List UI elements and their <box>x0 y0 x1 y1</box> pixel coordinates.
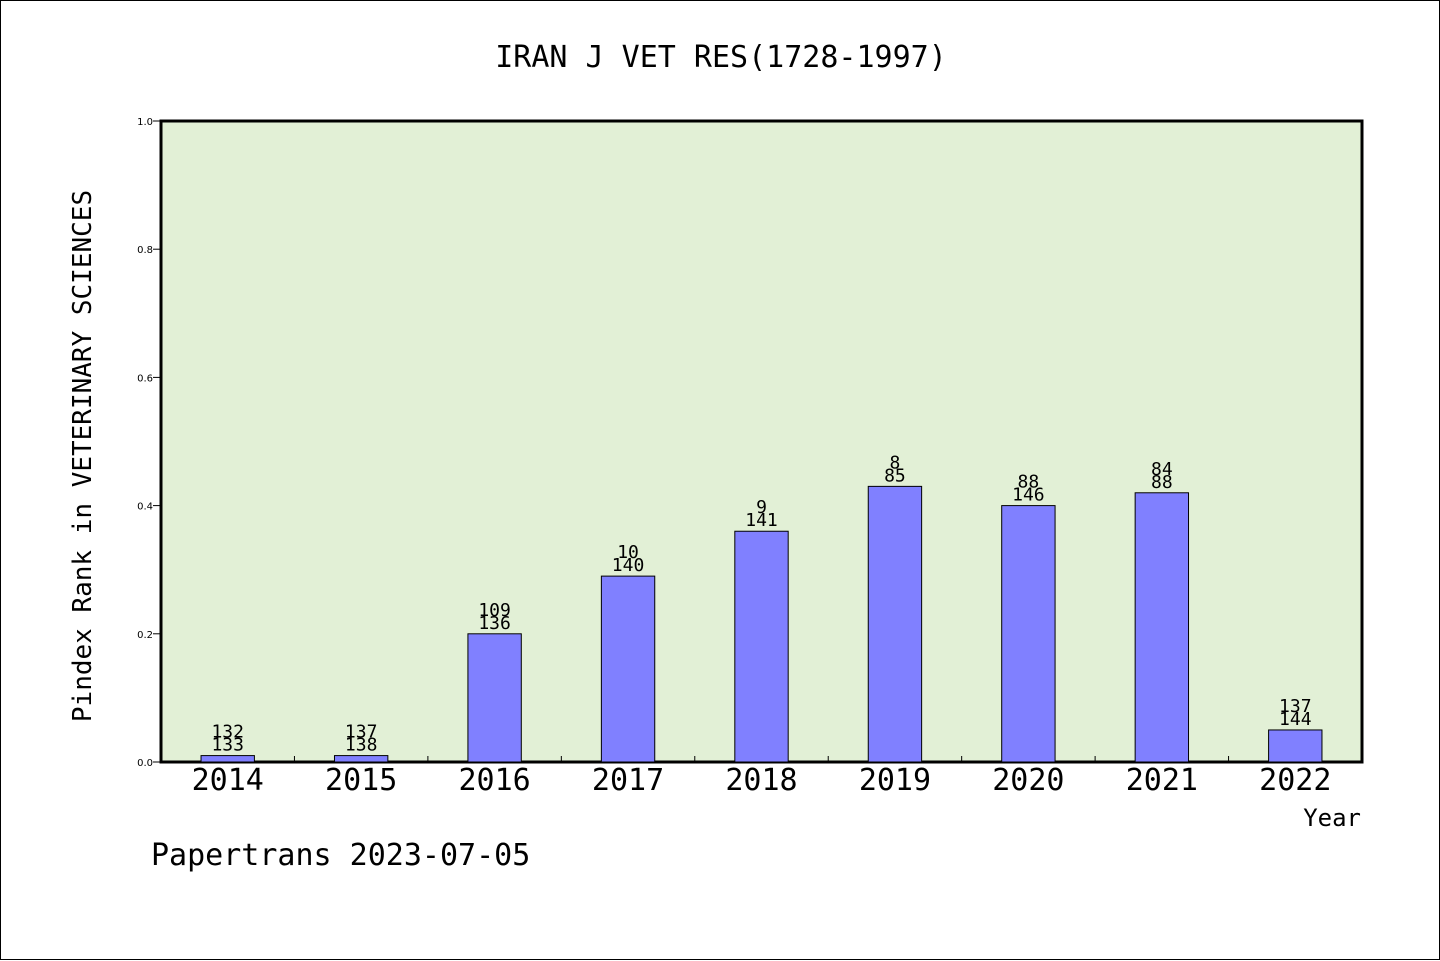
bar-label-bottom: 136 <box>478 613 511 634</box>
x-axis-label: Year <box>1303 804 1361 832</box>
y-tick-label: 0.2 <box>137 630 153 641</box>
chart-title: IRAN J VET RES(1728-1997) <box>495 40 947 75</box>
bar-2022 <box>1268 729 1323 763</box>
y-tick-label: 1.0 <box>137 117 153 128</box>
y-tick-label: 0.0 <box>137 758 153 769</box>
x-tick-label: 2016 <box>458 763 530 798</box>
x-axis: 2014 2015 2016 2017 2018 2019 2020 2021 2022 <box>192 756 1331 798</box>
bar-label-bottom: 88 <box>1151 472 1173 493</box>
bar-label-top: 132 <box>211 722 244 743</box>
x-tick-label: 2017 <box>592 763 664 798</box>
bar-label-bottom: 138 <box>345 735 378 756</box>
bar-label-bottom: 146 <box>1012 485 1045 506</box>
bar-label-top: 9 <box>756 497 767 518</box>
x-tick-label: 2020 <box>992 763 1064 798</box>
bar-label-bottom: 85 <box>884 465 906 486</box>
bar-2015 <box>333 755 389 763</box>
y-axis-label: Pindex Rank in VETERINARY SCIENCES <box>68 190 98 722</box>
y-tick-label: 0.6 <box>137 373 153 384</box>
bar-label-top: 137 <box>345 722 378 743</box>
x-tick-label: 2018 <box>725 763 797 798</box>
x-tick-label: 2022 <box>1259 763 1331 798</box>
y-axis: 0.0 0.2 0.4 0.6 0.8 1.0 <box>137 117 161 769</box>
bar-label-top: 109 <box>478 600 511 621</box>
bar-2017 <box>600 575 656 763</box>
bar-label-top: 137 <box>1279 696 1312 717</box>
y-tick-label: 0.8 <box>137 245 153 256</box>
bar-2018 <box>734 530 789 763</box>
bar-label-top: 84 <box>1151 459 1173 480</box>
bar-2020 <box>1001 505 1056 763</box>
bar-2019 <box>867 485 923 763</box>
bar-label-bottom: 133 <box>211 735 244 756</box>
y-tick-label: 0.4 <box>137 502 153 513</box>
x-tick-label: 2014 <box>192 763 264 798</box>
bar-label-bottom: 144 <box>1279 709 1312 730</box>
bar-label-top: 88 <box>1018 472 1040 493</box>
bar-label-bottom: 141 <box>745 510 778 531</box>
x-tick-label: 2021 <box>1126 763 1198 798</box>
x-tick-label: 2015 <box>325 763 397 798</box>
footer-credit: Papertrans 2023-07-05 <box>151 838 530 873</box>
x-tick-label: 2019 <box>859 763 931 798</box>
bar-label-bottom: 140 <box>612 555 645 576</box>
bar-label-top: 8 <box>890 452 901 473</box>
bar-2014 <box>200 755 255 763</box>
bar-2016 <box>467 633 522 763</box>
bar-2021 <box>1134 492 1190 763</box>
bar-label-top: 10 <box>617 542 639 563</box>
